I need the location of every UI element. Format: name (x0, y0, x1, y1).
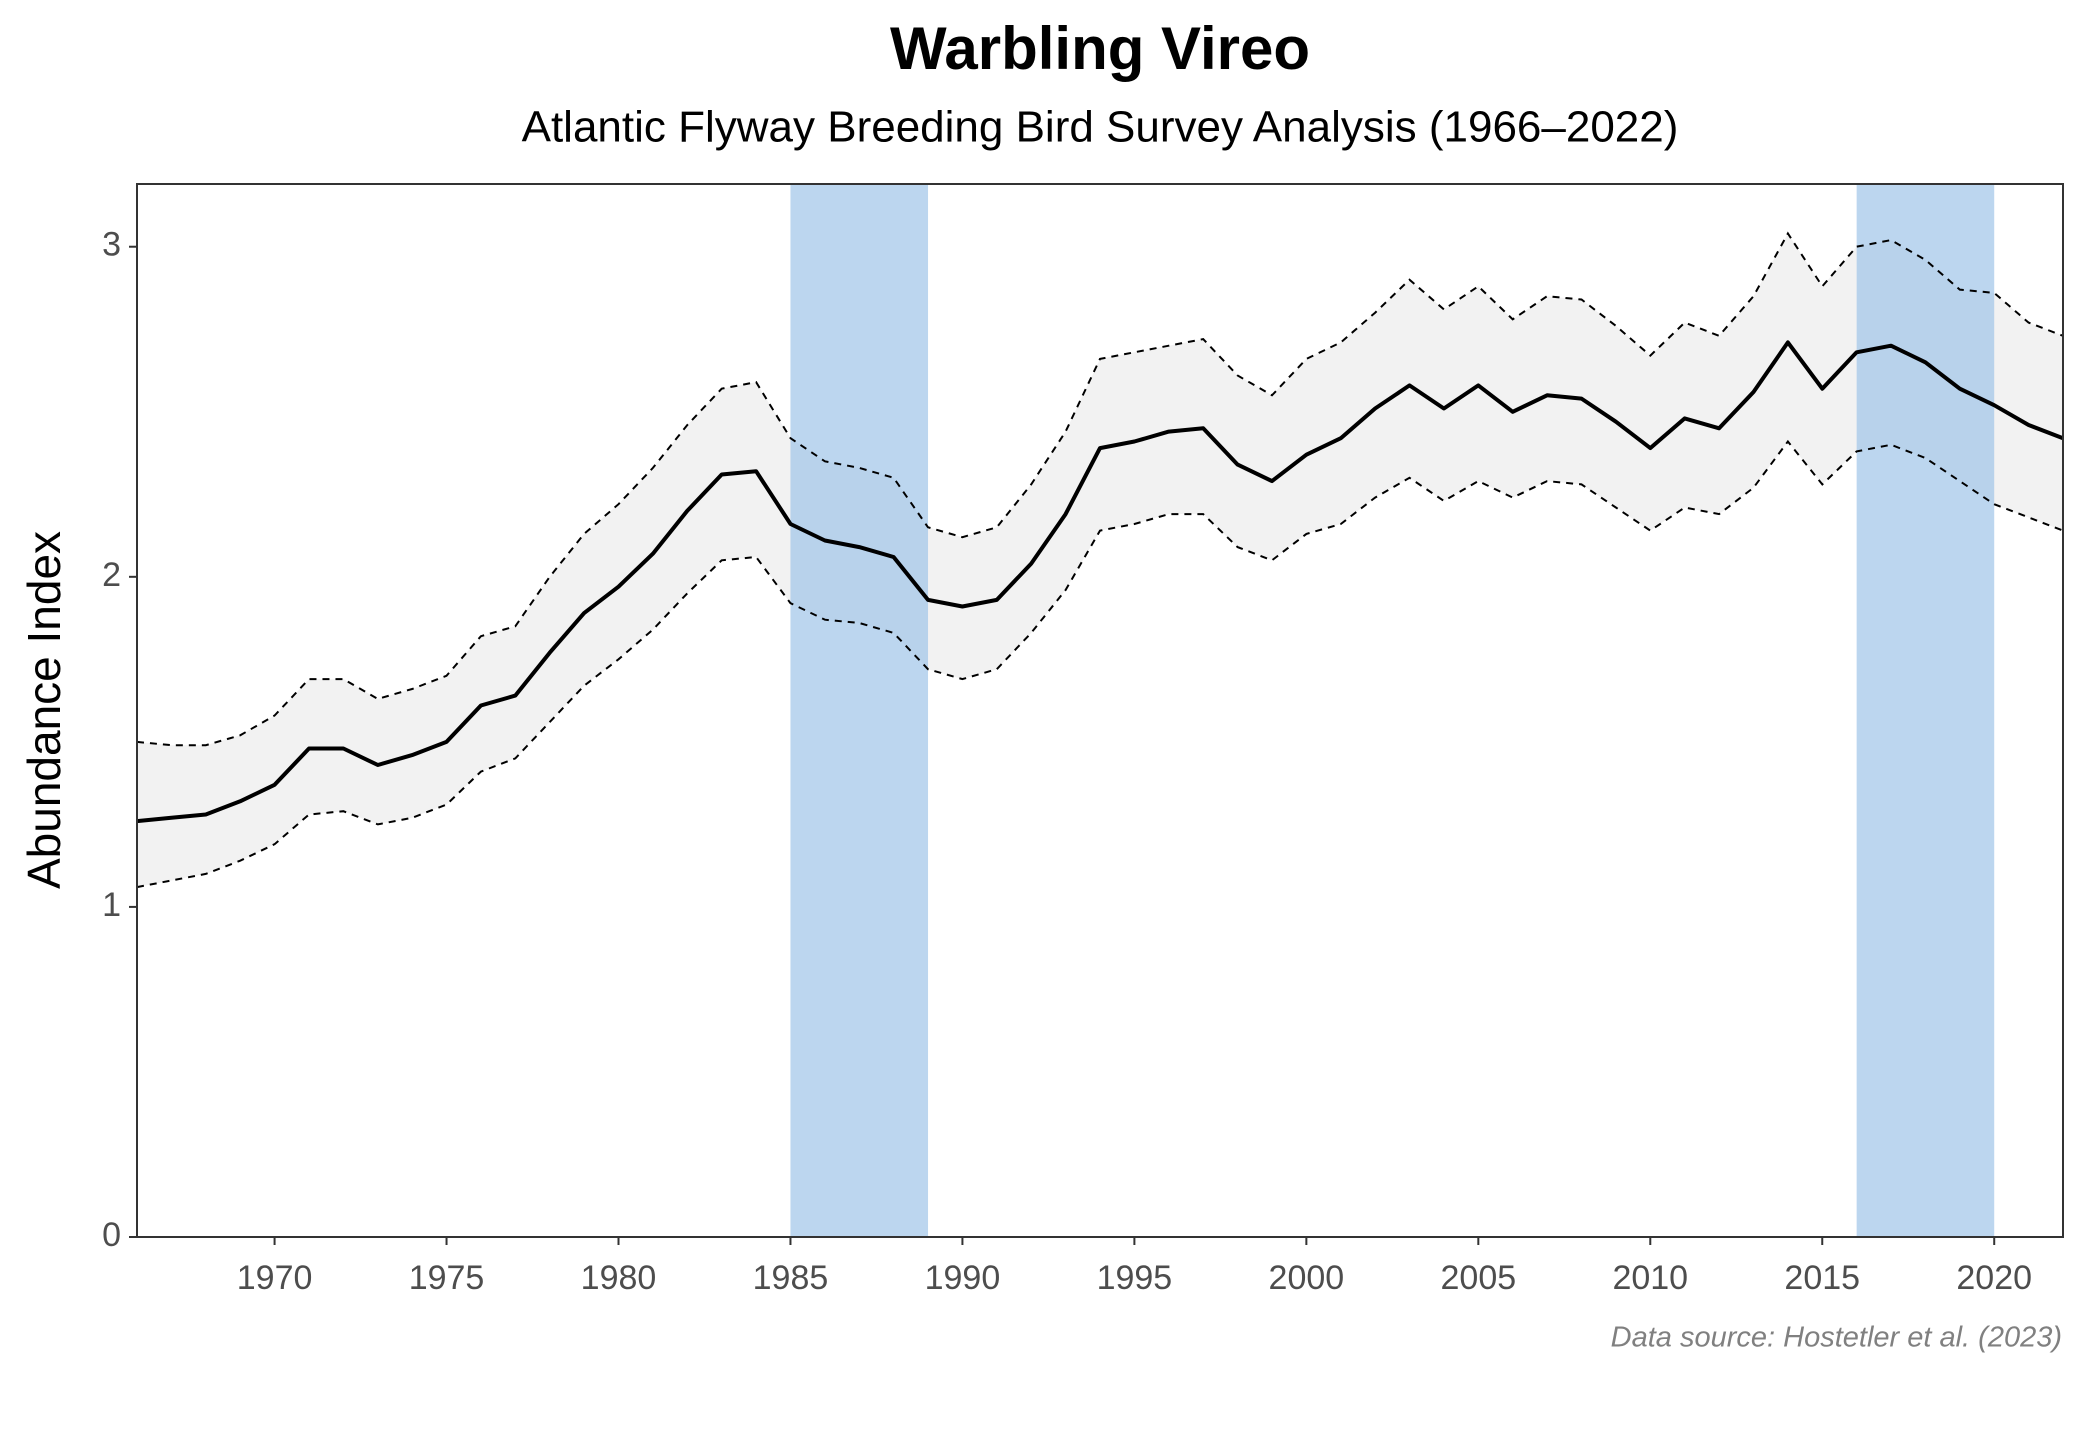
x-tick-label: 2015 (1784, 1259, 1860, 1297)
x-tick-label: 1975 (409, 1259, 485, 1297)
chart-subtitle: Atlantic Flyway Breeding Bird Survey Ana… (522, 103, 1679, 152)
abundance-line (136, 340, 2064, 824)
y-tick-label: 3 (102, 226, 121, 264)
y-axis-label: Abundance Index (18, 531, 70, 889)
x-tick-label: 1995 (1097, 1259, 1173, 1297)
x-tick-label: 2000 (1269, 1259, 1345, 1297)
x-tick-label: 2020 (1956, 1259, 2032, 1297)
y-tick-label: 0 (102, 1216, 121, 1254)
x-tick-label: 2010 (1612, 1259, 1688, 1297)
x-tick-label: 1985 (753, 1259, 829, 1297)
highlight-period (790, 184, 929, 1237)
lower-bound (136, 439, 2064, 889)
confidence-band (137, 233, 2063, 888)
caption: Data source: Hostetler et al. (2023) (1611, 1322, 2062, 1354)
panel-border (136, 183, 2064, 1238)
chart-title: Warbling Vireo (890, 15, 1310, 82)
x-tick-label: 2005 (1441, 1259, 1517, 1297)
x-tick-label: 1990 (925, 1259, 1001, 1297)
x-tick-label: 1970 (237, 1259, 313, 1297)
y-tick-label: 1 (102, 886, 121, 924)
upper-bound (136, 231, 2064, 747)
highlight-period (1856, 184, 1995, 1237)
x-tick-label: 1980 (581, 1259, 657, 1297)
y-tick-label: 2 (102, 556, 121, 594)
